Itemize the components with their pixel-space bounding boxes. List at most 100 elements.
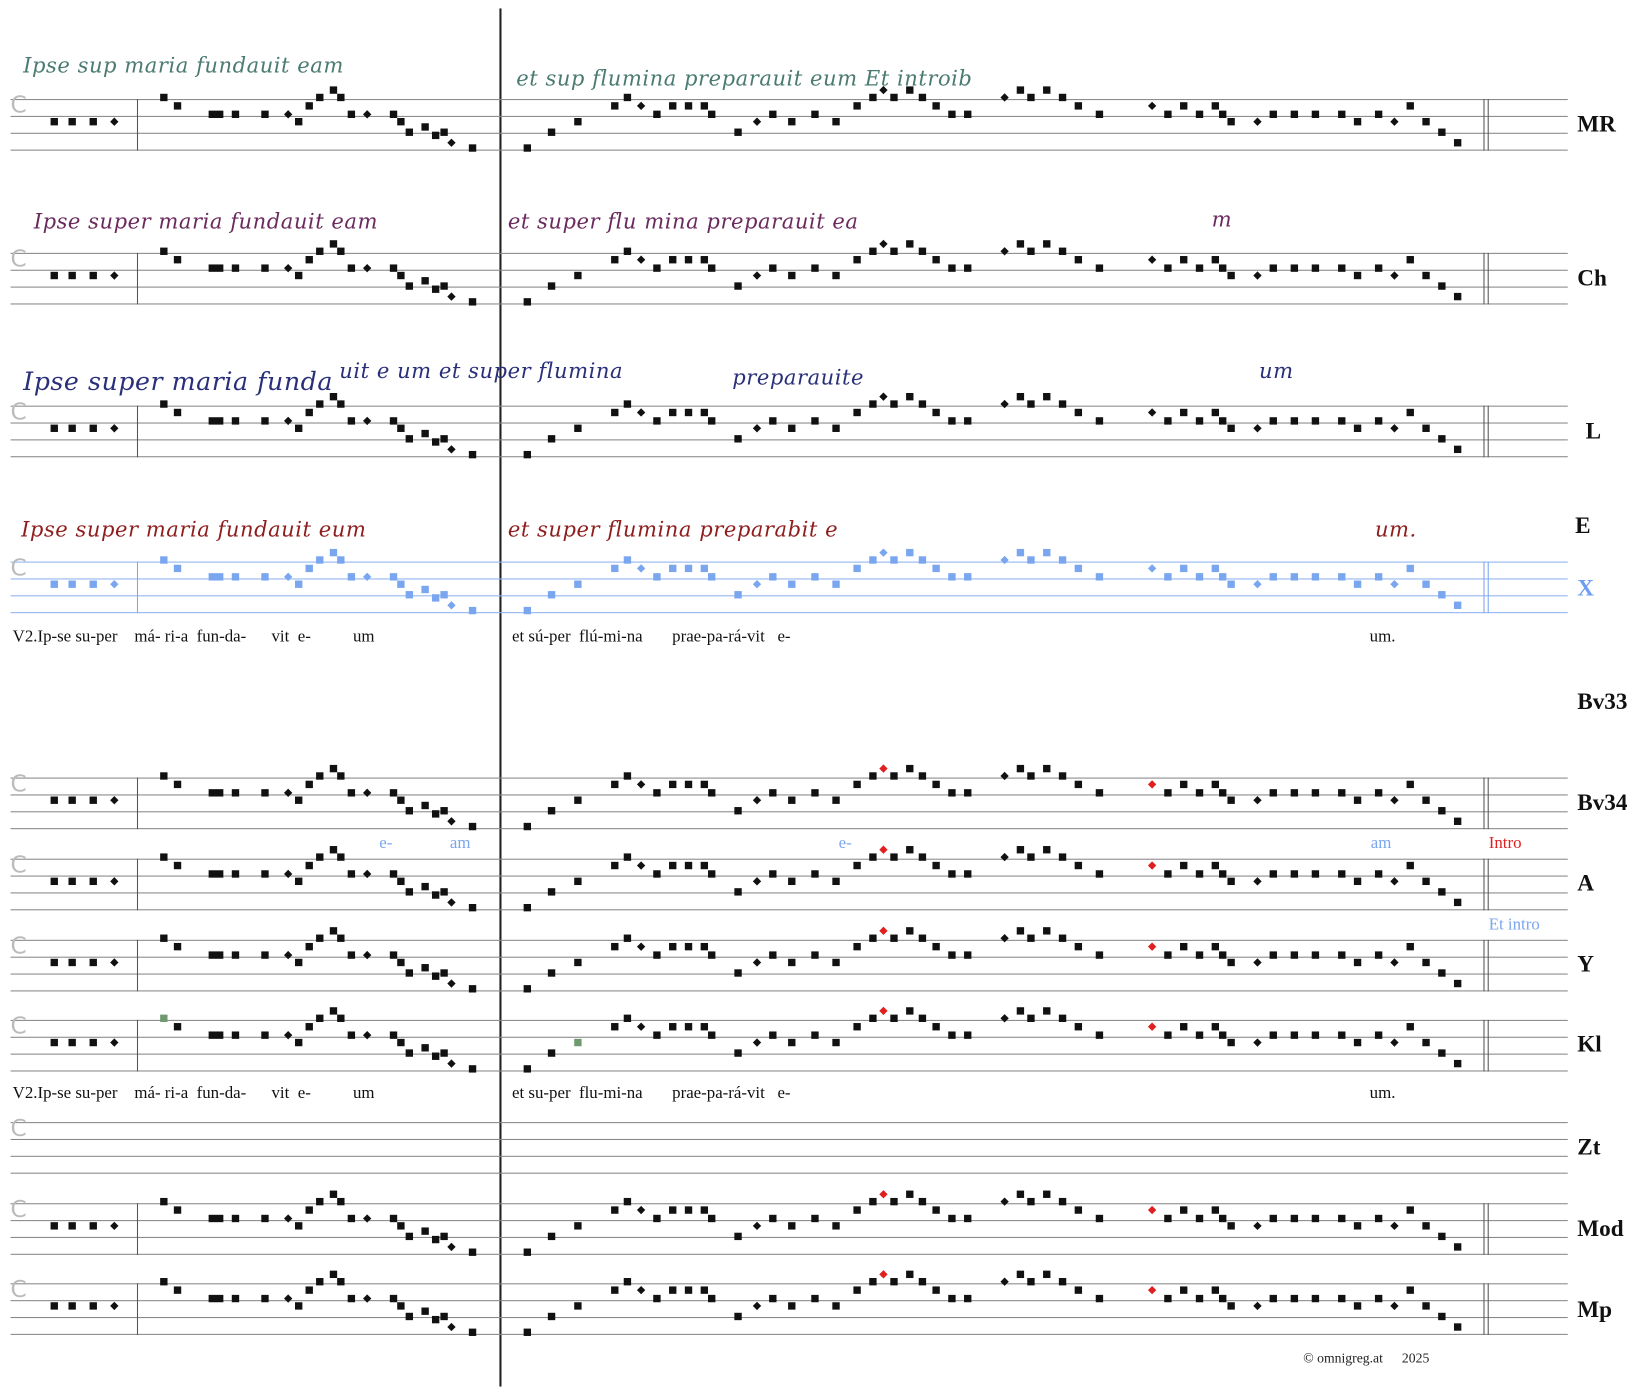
- neume-note: [788, 1222, 796, 1230]
- manuscript-e-tail: um.: [1374, 516, 1417, 542]
- neume-note: [752, 1038, 762, 1047]
- neume-note: [1164, 870, 1172, 878]
- neume-note: [1147, 564, 1157, 573]
- neume-note: [1027, 93, 1035, 102]
- neume-note: [684, 780, 693, 789]
- neume-note: [700, 1286, 709, 1294]
- neume-note: [1058, 1278, 1067, 1286]
- neume-note: [1253, 271, 1262, 280]
- neume-note: [1219, 110, 1227, 119]
- neume-note: [1227, 271, 1235, 280]
- clef-icon: С: [10, 771, 27, 798]
- annotation-e: e-: [379, 834, 393, 853]
- neume-note: [1390, 1038, 1399, 1047]
- neume-note: [1147, 1022, 1157, 1031]
- neume-note: [708, 417, 716, 425]
- neume-note: [890, 247, 898, 255]
- neume-note: [1180, 1206, 1188, 1214]
- lyrics-2-end: um.: [1369, 1084, 1396, 1103]
- neume-note: [1219, 789, 1227, 797]
- neume-note: [1338, 951, 1346, 959]
- neume-note: [769, 789, 777, 797]
- staff-line: [10, 422, 1568, 424]
- neume-note: [653, 1294, 661, 1303]
- lyrics-1-right: et sú-per flú-mi-na prae-pa-rá-vit e-: [512, 627, 791, 646]
- neume-note: [734, 1232, 742, 1241]
- neume-note: [1290, 110, 1299, 119]
- staff-kl: С: [10, 1006, 1568, 1073]
- neume-note: [1269, 789, 1277, 797]
- neume-note: [1147, 408, 1157, 417]
- neume-note: [215, 951, 224, 959]
- neume-note: [547, 1312, 556, 1321]
- neume-note: [769, 417, 777, 425]
- neume-note: [832, 796, 840, 804]
- neume-note: [421, 801, 429, 810]
- neume-note: [261, 951, 269, 959]
- neume-note: [1164, 110, 1172, 119]
- neume-note: [447, 138, 456, 147]
- staff-line: [10, 1283, 1568, 1285]
- neume-note: [283, 110, 293, 119]
- neume-note: [1453, 1243, 1462, 1251]
- neume-note: [1095, 1214, 1104, 1223]
- bar-line: [1483, 99, 1485, 151]
- neume-note: [1095, 417, 1104, 425]
- staff-line: [10, 777, 1568, 779]
- neume-note: [1000, 1277, 1009, 1286]
- neume-note: [1027, 934, 1035, 942]
- neume-note: [1016, 86, 1025, 94]
- neume-note: [110, 877, 119, 886]
- neume-note: [421, 1307, 429, 1315]
- staff-line: [10, 1300, 1568, 1302]
- neume-note: [623, 1278, 632, 1286]
- neume-note: [1311, 573, 1320, 581]
- neume-note: [468, 1065, 477, 1073]
- neume-note: [305, 408, 313, 417]
- neume-note: [1000, 852, 1009, 862]
- neume-note: [329, 1270, 338, 1279]
- neume-note: [918, 556, 927, 564]
- neume-note: [853, 780, 861, 789]
- neume-note: [964, 1214, 972, 1223]
- neume-note: [68, 580, 76, 588]
- neume-note: [468, 450, 477, 459]
- neume-note: [1253, 877, 1262, 886]
- neume-note: [316, 556, 324, 564]
- neume-note: [752, 424, 762, 433]
- neume-note: [918, 1197, 927, 1206]
- bar-line: [1483, 939, 1485, 992]
- label-bv33: Bv33: [1577, 688, 1628, 715]
- neume-note: [611, 942, 619, 951]
- neume-note: [1453, 139, 1462, 147]
- neume-note: [1058, 400, 1067, 408]
- neume-note: [337, 247, 345, 255]
- neume-note: [173, 780, 182, 789]
- bar-line: [1483, 561, 1485, 614]
- neume-note: [421, 585, 429, 594]
- clef-icon: С: [10, 852, 27, 879]
- staff-line: [10, 1155, 1568, 1157]
- neume-note: [110, 796, 119, 805]
- neume-note: [964, 789, 972, 797]
- neume-note: [329, 764, 338, 773]
- neume-note: [50, 580, 58, 588]
- neume-note: [964, 573, 972, 581]
- neume-note: [295, 1222, 303, 1230]
- neume-note: [316, 934, 324, 942]
- neume-note: [329, 392, 338, 401]
- manuscript-mr-left: Ipse sup maria fundauit eam: [23, 52, 344, 78]
- neume-note: [440, 888, 448, 896]
- neume-note: [89, 424, 97, 432]
- neume-note: [1016, 1270, 1025, 1279]
- bar-line: [1483, 405, 1485, 458]
- neume-note: [1338, 417, 1346, 425]
- neume-note: [1180, 942, 1188, 951]
- neume-note: [1438, 1232, 1446, 1241]
- neume-note: [363, 788, 372, 798]
- neume-note: [1195, 417, 1204, 425]
- neume-note: [932, 1023, 940, 1031]
- neume-note: [329, 927, 338, 935]
- neume-note: [769, 264, 777, 272]
- neume-note: [1000, 247, 1009, 256]
